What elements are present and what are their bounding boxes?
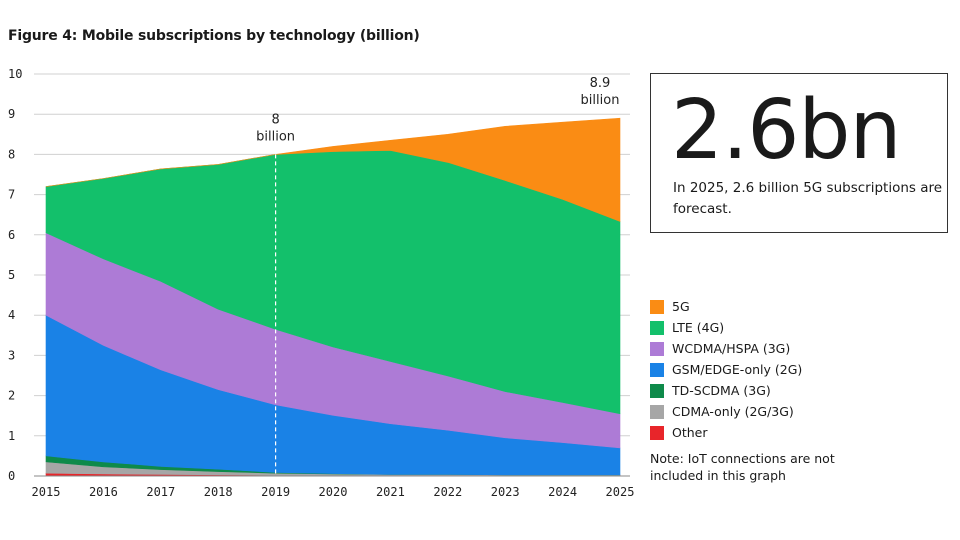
legend-item: GSM/EDGE-only (2G) bbox=[650, 359, 802, 380]
y-tick-label: 9 bbox=[8, 107, 15, 121]
callout-box: 2.6bn In 2025, 2.6 billion 5G subscripti… bbox=[650, 73, 948, 233]
legend-item: Other bbox=[650, 422, 802, 443]
x-tick-label: 2024 bbox=[548, 485, 577, 499]
y-tick-label: 0 bbox=[8, 469, 15, 483]
legend-label: Other bbox=[672, 425, 708, 440]
legend-swatch bbox=[650, 362, 664, 377]
x-tick-label: 2019 bbox=[261, 485, 290, 499]
legend-swatch bbox=[650, 320, 664, 335]
x-tick-label: 2016 bbox=[89, 485, 118, 499]
chart-title: Figure 4: Mobile subscriptions by techno… bbox=[8, 28, 420, 44]
y-tick-label: 8 bbox=[8, 147, 15, 161]
note-text: Note: IoT connections are not included i… bbox=[650, 451, 835, 483]
annotation-unit: billion bbox=[256, 129, 295, 144]
x-tick-label: 2022 bbox=[433, 485, 462, 499]
y-tick-label: 5 bbox=[8, 268, 15, 282]
legend-label: CDMA-only (2G/3G) bbox=[672, 404, 794, 419]
legend-item: WCDMA/HSPA (3G) bbox=[650, 338, 802, 359]
legend-label: WCDMA/HSPA (3G) bbox=[672, 341, 791, 356]
x-tick-label: 2025 bbox=[606, 485, 635, 499]
y-tick-label: 7 bbox=[8, 188, 15, 202]
x-tick-label: 2017 bbox=[146, 485, 175, 499]
x-tick-label: 2021 bbox=[376, 485, 405, 499]
area-layer bbox=[45, 117, 621, 477]
axis-layer: 0 1 2 3 4 5 6 7 8 9 10 2015 2016 2017 2018 2019 2020 2021… bbox=[8, 67, 634, 499]
area-series-5g bbox=[45, 117, 621, 222]
legend-swatch bbox=[650, 341, 664, 356]
y-tick-label: 10 bbox=[8, 67, 22, 81]
legend-label: TD-SCDMA (3G) bbox=[672, 383, 771, 398]
annotation-value: 8.9 bbox=[590, 76, 611, 91]
x-tick-label: 2023 bbox=[491, 485, 520, 499]
legend-swatch bbox=[650, 299, 664, 314]
legend-label: GSM/EDGE-only (2G) bbox=[672, 362, 803, 377]
legend-item: 5G bbox=[650, 296, 802, 317]
legend-item: LTE (4G) bbox=[650, 317, 802, 338]
annotation-unit: billion bbox=[581, 93, 620, 108]
legend-label: 5G bbox=[672, 299, 690, 314]
callout-value: 2.6bn bbox=[671, 83, 901, 178]
y-tick-label: 6 bbox=[8, 228, 15, 242]
legend-item: TD-SCDMA (3G) bbox=[650, 380, 802, 401]
y-tick-label: 1 bbox=[8, 429, 15, 443]
legend-label: LTE (4G) bbox=[672, 320, 725, 335]
legend-item: CDMA-only (2G/3G) bbox=[650, 401, 802, 422]
x-tick-label: 2015 bbox=[32, 485, 61, 499]
legend-swatch bbox=[650, 425, 664, 440]
legend-swatch bbox=[650, 383, 664, 398]
annotation-layer: 8 billion 8.9 billion bbox=[256, 76, 619, 476]
annotation-value: 8 bbox=[271, 112, 279, 127]
y-tick-label: 3 bbox=[8, 348, 15, 362]
y-tick-label: 2 bbox=[8, 389, 15, 403]
legend-swatch bbox=[650, 404, 664, 419]
callout-text: In 2025, 2.6 billion 5G subscriptions ar… bbox=[673, 180, 943, 217]
y-tick-label: 4 bbox=[8, 308, 15, 322]
x-tick-label: 2020 bbox=[319, 485, 348, 499]
x-tick-label: 2018 bbox=[204, 485, 233, 499]
legend: 5G LTE (4G) WCDMA/HSPA (3G) GSM/EDGE-only (… bbox=[650, 296, 802, 443]
